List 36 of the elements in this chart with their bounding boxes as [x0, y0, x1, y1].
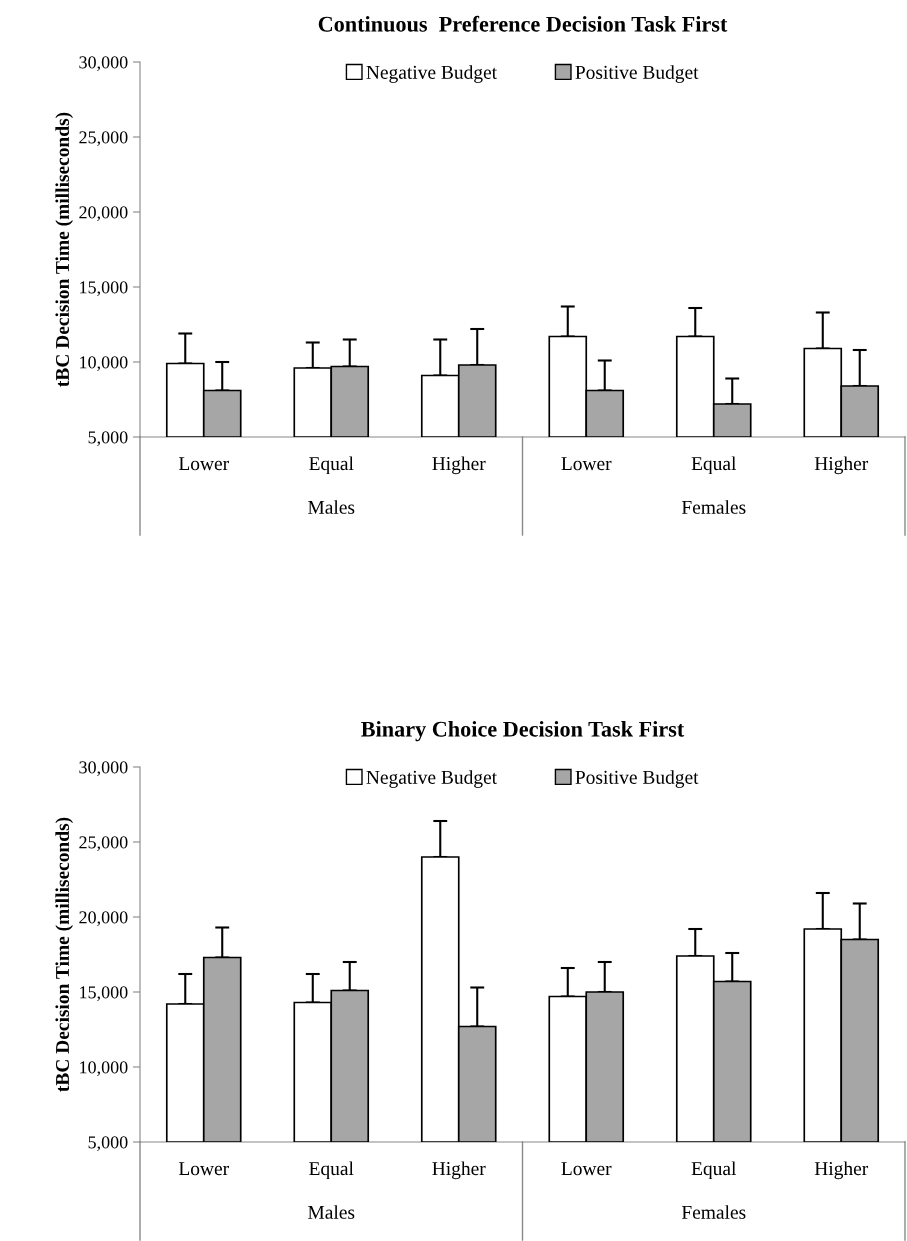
text: Males: [308, 500, 355, 514]
y-tick-label: 10,000: [80, 356, 128, 372]
legend-label: Negative Budget: [366, 65, 497, 83]
y-tick-label: 25,000: [79, 836, 128, 852]
x-tick-label: Higher: [432, 1161, 486, 1180]
x-tick-label: Lower: [561, 457, 612, 471]
y-tick-label: 5,000: [88, 431, 128, 447]
x-tick-label: Lower: [178, 457, 229, 471]
y-tick-label: 20,000: [79, 206, 128, 222]
y-tick-label: 30,000: [79, 761, 128, 777]
x-tick-label: Equal: [691, 1161, 737, 1180]
y-tick-label: 5,000: [88, 1136, 128, 1152]
y-tick-label: 25,000: [79, 131, 128, 147]
x-tick-label: Equal: [691, 456, 737, 475]
x-tick-label: Higher: [814, 1161, 869, 1180]
legend-label: Negative Budget: [366, 770, 497, 788]
text: Males: [308, 1205, 355, 1219]
y-tick-label: 20,000: [79, 911, 128, 927]
x-tick-label: Lower: [561, 1162, 612, 1176]
legend-label: Positive Budget: [575, 65, 699, 83]
x-tick-label: Lower: [178, 1162, 229, 1176]
x-tick-label: Equal: [309, 456, 354, 475]
x-tick-label: Higher: [432, 456, 486, 475]
y-tick-label: 15,000: [80, 986, 128, 1002]
chart-title: Continuous Preference Decision Task First: [318, 15, 728, 32]
x-tick-label: Equal: [309, 1161, 354, 1180]
y-axis-title: tBC Decision Time (milliseconds): [55, 817, 73, 1092]
x-tick-label: Higher: [814, 456, 869, 475]
y-tick-label: 10,000: [80, 1061, 128, 1077]
y-tick-label: 15,000: [80, 281, 128, 297]
chart-title: Binary Choice Decision Task First: [361, 721, 685, 742]
y-tick-label: 30,000: [79, 56, 128, 72]
text: Females: [681, 1205, 746, 1219]
y-axis-title: tBC Decision Time (milliseconds): [55, 112, 73, 387]
text: Females: [681, 500, 746, 514]
legend-label: Positive Budget: [575, 770, 699, 788]
